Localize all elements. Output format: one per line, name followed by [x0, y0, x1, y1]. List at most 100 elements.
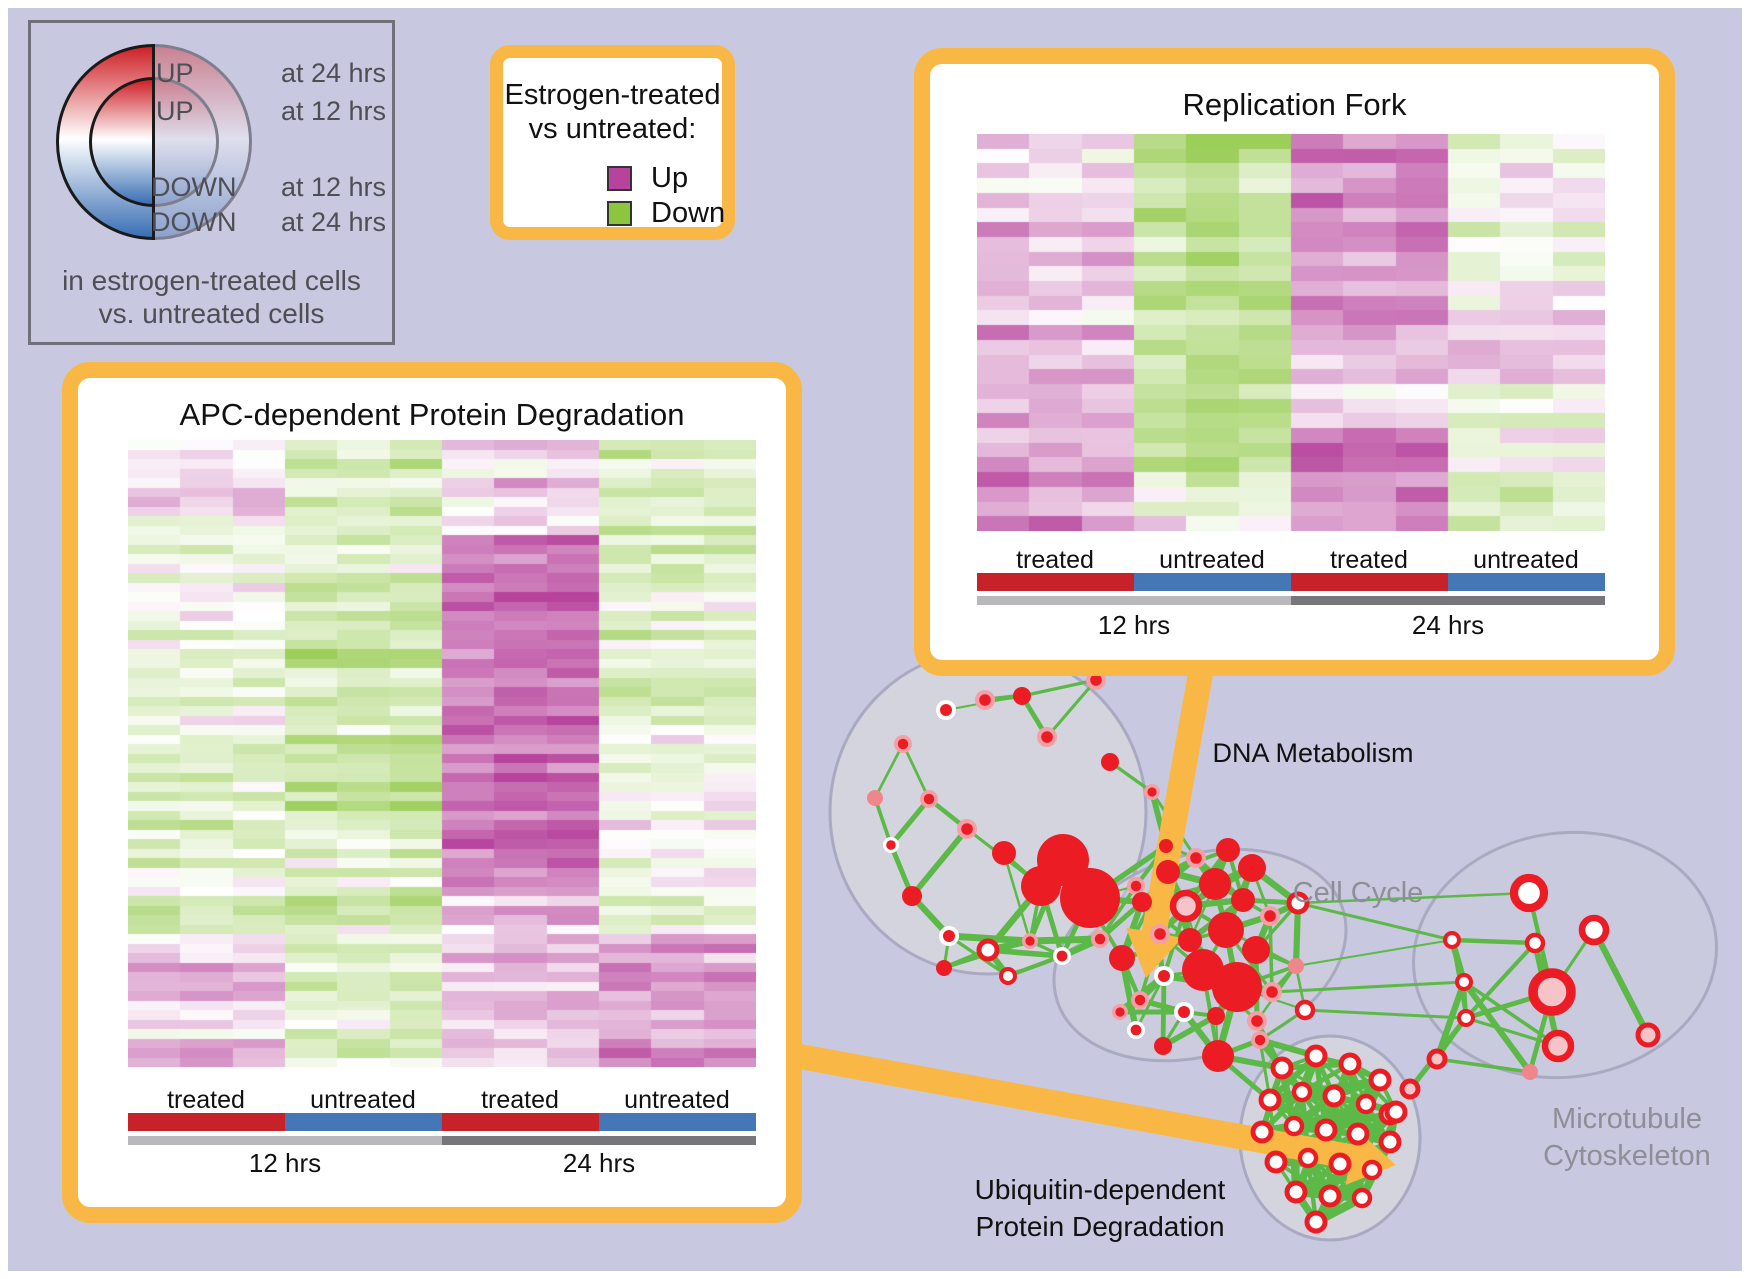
network-node	[1288, 958, 1304, 974]
network-edge	[1271, 980, 1465, 994]
network-node	[1328, 1152, 1352, 1176]
network-node	[902, 886, 922, 906]
group-label-treated-12: treated	[1016, 546, 1094, 574]
down-label: Down	[651, 197, 726, 229]
cluster-label-line: Microtubule	[1552, 1103, 1702, 1135]
network-edge	[901, 743, 931, 800]
arrow-head	[1126, 927, 1183, 978]
network-node	[1351, 1187, 1373, 1209]
network-edge	[1304, 1008, 1467, 1020]
group-label-untreated-24: untreated	[1473, 546, 1579, 574]
network-node	[923, 793, 935, 805]
network-node	[1013, 687, 1031, 705]
network-node	[897, 738, 909, 750]
at-24hrs-label: at 24 hrs	[280, 207, 386, 237]
down-swatch	[607, 201, 632, 226]
network-node	[1238, 854, 1266, 882]
network-node	[1457, 1009, 1475, 1027]
network-node	[1090, 674, 1102, 686]
cluster-label-dna-metabolism: DNA Metabolism	[1212, 738, 1414, 768]
network-node	[1522, 1064, 1538, 1080]
network-node	[1208, 912, 1244, 948]
network-node	[1286, 891, 1310, 915]
network-edge	[1297, 891, 1530, 905]
network-edge	[888, 797, 932, 847]
network-node	[1130, 880, 1142, 892]
network-node	[1524, 932, 1546, 954]
network-node	[936, 960, 952, 976]
network-node	[1294, 999, 1316, 1021]
untreated-bar-segment	[285, 1113, 442, 1131]
time-label-12hrs: 12 hrs	[1097, 610, 1171, 640]
network-edge	[1293, 1101, 1367, 1129]
time-bar	[128, 1136, 756, 1145]
network-edge	[1297, 901, 1453, 942]
time-label-24hrs: 24 hrs	[562, 1148, 636, 1178]
network-node	[1056, 950, 1068, 962]
network-node	[1264, 910, 1276, 922]
cluster-label-line: Ubiquitin-dependent	[974, 1174, 1226, 1205]
replication-fork-panel: Replication Fork treated untreated treat…	[914, 48, 1675, 676]
group-label-treated-24: treated	[1330, 546, 1408, 574]
network-node	[1361, 1159, 1383, 1181]
network-node	[1159, 839, 1173, 853]
network-node	[1250, 1120, 1274, 1144]
untreated-bar-segment	[1134, 573, 1291, 591]
at-24hrs-label: at 24 hrs	[280, 58, 386, 88]
network-node	[1207, 1007, 1225, 1025]
network-edge	[1451, 937, 1536, 946]
time-bar-24hrs	[1291, 596, 1605, 605]
down-24-label: DOWN	[151, 207, 237, 237]
up-24-label: UP	[156, 58, 194, 88]
network-edge	[1591, 928, 1651, 1037]
network-node	[1021, 866, 1061, 906]
network-node	[1101, 753, 1119, 771]
replication-fork-heatmap	[977, 134, 1605, 531]
up-swatch	[607, 166, 632, 191]
network-node	[1264, 1150, 1288, 1174]
panel-title-replication-fork: Replication Fork	[1182, 87, 1407, 122]
cluster-label-line: Protein Degradation	[975, 1211, 1225, 1242]
down-12-label: DOWN	[151, 172, 237, 202]
network-edge	[1045, 678, 1098, 739]
network-node	[1178, 1006, 1190, 1018]
network-node	[1258, 1088, 1282, 1112]
time-bar-12hrs	[977, 596, 1291, 605]
group-label-treated-24: treated	[481, 1086, 559, 1114]
arrow-shaft	[1141, 657, 1216, 935]
network-node	[979, 694, 991, 706]
circle-legend-caption-1: in estrogen-treated cells	[62, 265, 361, 296]
group-label-untreated-12: untreated	[1159, 546, 1265, 574]
updown-circle-legend-box: UP at 24 hrs UP at 12 hrs DOWN at 12 hrs…	[28, 20, 395, 345]
network-node	[1025, 936, 1035, 946]
network-node	[1318, 1184, 1342, 1208]
network-node	[1216, 838, 1240, 862]
network-node	[1154, 928, 1166, 940]
network-node	[1346, 1122, 1370, 1146]
network-node	[1115, 1007, 1125, 1017]
network-node	[1242, 936, 1270, 964]
network-node	[1266, 986, 1278, 998]
network-node	[886, 840, 896, 850]
cluster-label-ubiquitin-degradation: Ubiquitin-dependent Protein Degradation	[975, 1171, 1226, 1245]
time-bar-12hrs	[128, 1136, 442, 1145]
network-node	[1178, 928, 1202, 952]
network-node	[1291, 1081, 1313, 1103]
time-bar	[977, 596, 1605, 605]
untreated-bar-segment	[1448, 573, 1605, 591]
updown-color-legend-box: Estrogen-treated vs untreated: Up Down	[490, 45, 735, 240]
network-edge	[948, 932, 1031, 945]
network-node	[1109, 945, 1135, 971]
network-node	[1094, 933, 1106, 945]
at-12hrs-label: at 12 hrs	[280, 172, 386, 202]
cluster-label-cell-cycle: Cell Cycle	[1292, 877, 1424, 909]
network-node	[1322, 1084, 1346, 1108]
network-node	[1399, 1078, 1421, 1100]
network-node	[1202, 1040, 1234, 1072]
network-node	[1130, 1024, 1142, 1036]
network-node	[1041, 731, 1053, 743]
network-edge	[1161, 1013, 1218, 1049]
time-bar-24hrs	[442, 1136, 756, 1145]
untreated-bar-segment	[599, 1113, 756, 1131]
